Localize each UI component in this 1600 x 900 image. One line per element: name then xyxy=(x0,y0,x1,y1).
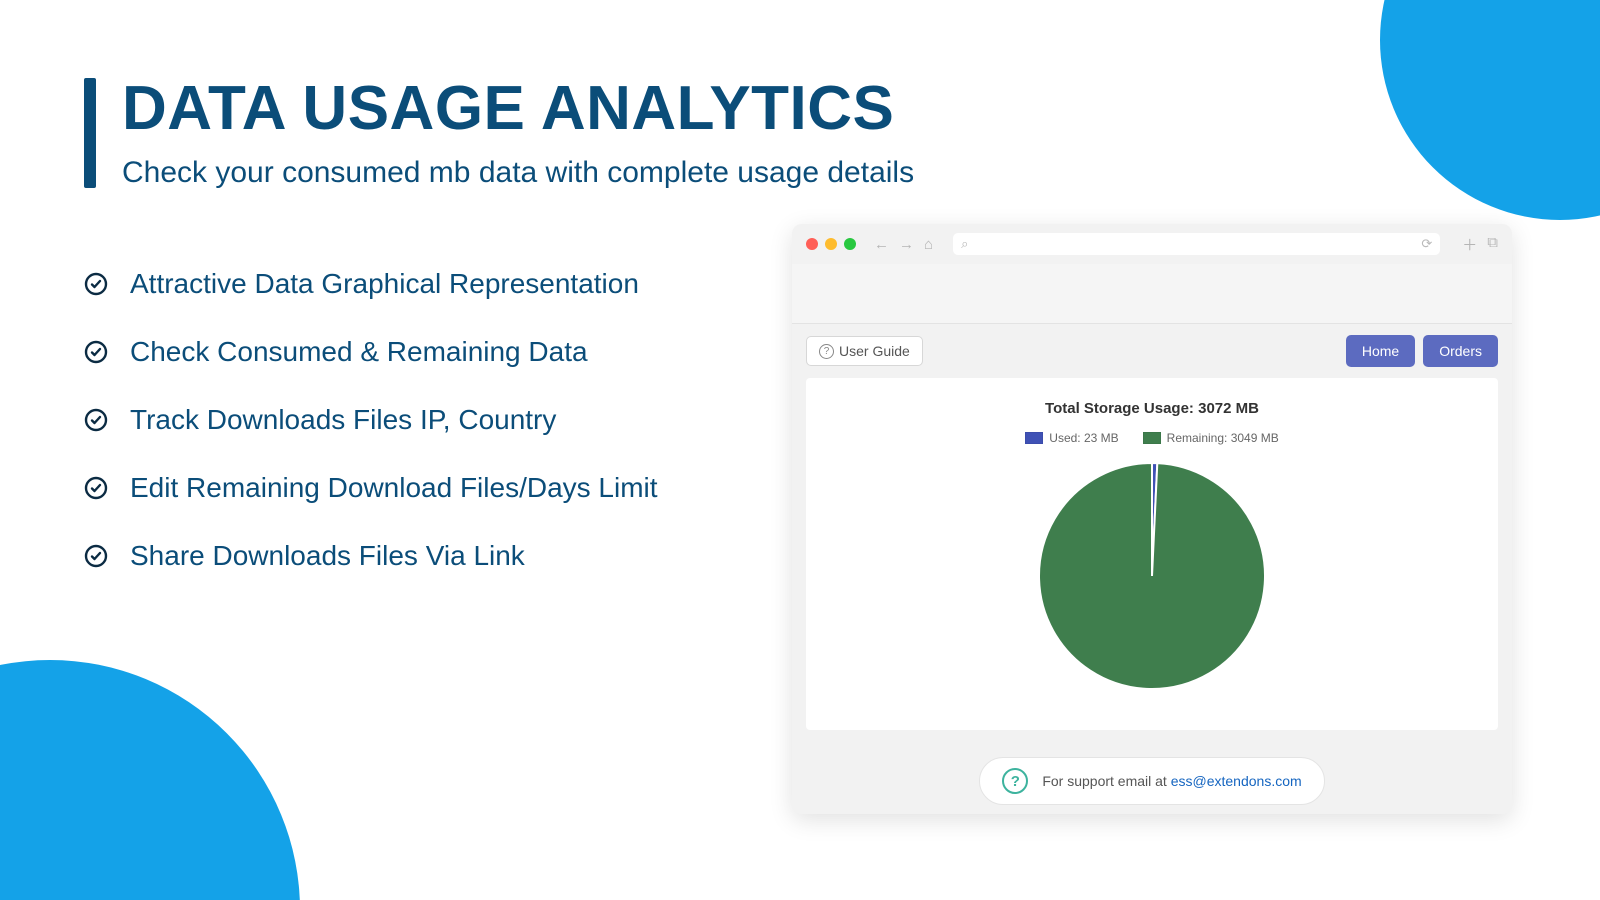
user-guide-label: User Guide xyxy=(839,343,910,359)
feature-text: Share Downloads Files Via Link xyxy=(130,540,525,572)
legend-label: Remaining: 3049 MB xyxy=(1167,431,1279,445)
help-icon: ? xyxy=(819,344,834,359)
orders-button[interactable]: Orders xyxy=(1423,335,1498,367)
check-icon xyxy=(84,476,108,500)
new-tab-icon[interactable]: ＋ xyxy=(1462,234,1477,255)
pie-chart xyxy=(1039,463,1265,689)
back-icon[interactable]: ← xyxy=(874,236,889,253)
chart-title: Total Storage Usage: 3072 MB xyxy=(816,400,1488,417)
legend-label: Used: 23 MB xyxy=(1049,431,1118,445)
pie-slice xyxy=(1039,463,1265,689)
feature-text: Check Consumed & Remaining Data xyxy=(130,336,588,368)
header: DATA USAGE ANALYTICS Check your consumed… xyxy=(84,78,914,190)
close-icon[interactable] xyxy=(806,238,818,250)
windows-icon[interactable]: ⧉ xyxy=(1487,234,1498,255)
page-subtitle: Check your consumed mb data with complet… xyxy=(122,156,914,190)
check-icon xyxy=(84,408,108,432)
legend-swatch xyxy=(1025,432,1043,444)
support-bar: ? For support email at ess@extendons.com xyxy=(792,748,1512,814)
forward-icon[interactable]: → xyxy=(899,236,914,253)
feature-text: Edit Remaining Download Files/Days Limit xyxy=(130,472,658,504)
accent-bar xyxy=(84,78,96,188)
support-prefix: For support email at xyxy=(1042,773,1170,789)
support-pill: ? For support email at ess@extendons.com xyxy=(979,757,1324,805)
feature-item: Attractive Data Graphical Representation xyxy=(84,268,724,300)
decorative-blob-top-right xyxy=(1380,0,1600,220)
feature-text: Attractive Data Graphical Representation xyxy=(130,268,639,300)
maximize-icon[interactable] xyxy=(844,238,856,250)
check-icon xyxy=(84,544,108,568)
url-bar[interactable]: ⌕ ⟳ xyxy=(953,233,1440,255)
home-icon[interactable]: ⌂ xyxy=(924,236,933,253)
check-icon xyxy=(84,340,108,364)
support-help-icon: ? xyxy=(1002,768,1028,794)
legend-item: Used: 23 MB xyxy=(1025,431,1118,445)
nav-controls: ← → ⌂ xyxy=(874,236,933,253)
browser-window: ← → ⌂ ⌕ ⟳ ＋ ⧉ ? User Guide Home xyxy=(792,224,1512,814)
traffic-lights xyxy=(806,238,856,250)
support-email-link[interactable]: ess@extendons.com xyxy=(1171,773,1302,789)
feature-item: Edit Remaining Download Files/Days Limit xyxy=(84,472,724,504)
decorative-blob-bottom-left xyxy=(0,660,300,900)
browser-chrome: ← → ⌂ ⌕ ⟳ ＋ ⧉ xyxy=(792,224,1512,264)
check-icon xyxy=(84,272,108,296)
user-guide-button[interactable]: ? User Guide xyxy=(806,336,923,366)
feature-item: Check Consumed & Remaining Data xyxy=(84,336,724,368)
reload-icon[interactable]: ⟳ xyxy=(1421,236,1432,252)
search-icon: ⌕ xyxy=(961,236,968,252)
feature-list: Attractive Data Graphical Representation… xyxy=(84,268,724,608)
app-toolbar: ? User Guide Home Orders xyxy=(792,324,1512,378)
feature-item: Share Downloads Files Via Link xyxy=(84,540,724,572)
feature-text: Track Downloads Files IP, Country xyxy=(130,404,556,436)
legend-swatch xyxy=(1143,432,1161,444)
chart-legend: Used: 23 MB Remaining: 3049 MB xyxy=(816,431,1488,445)
feature-item: Track Downloads Files IP, Country xyxy=(84,404,724,436)
legend-item: Remaining: 3049 MB xyxy=(1143,431,1279,445)
page-title: DATA USAGE ANALYTICS xyxy=(122,78,914,140)
app-header-spacer xyxy=(792,264,1512,324)
home-button[interactable]: Home xyxy=(1346,335,1415,367)
storage-chart-card: Total Storage Usage: 3072 MB Used: 23 MB… xyxy=(806,378,1498,730)
minimize-icon[interactable] xyxy=(825,238,837,250)
